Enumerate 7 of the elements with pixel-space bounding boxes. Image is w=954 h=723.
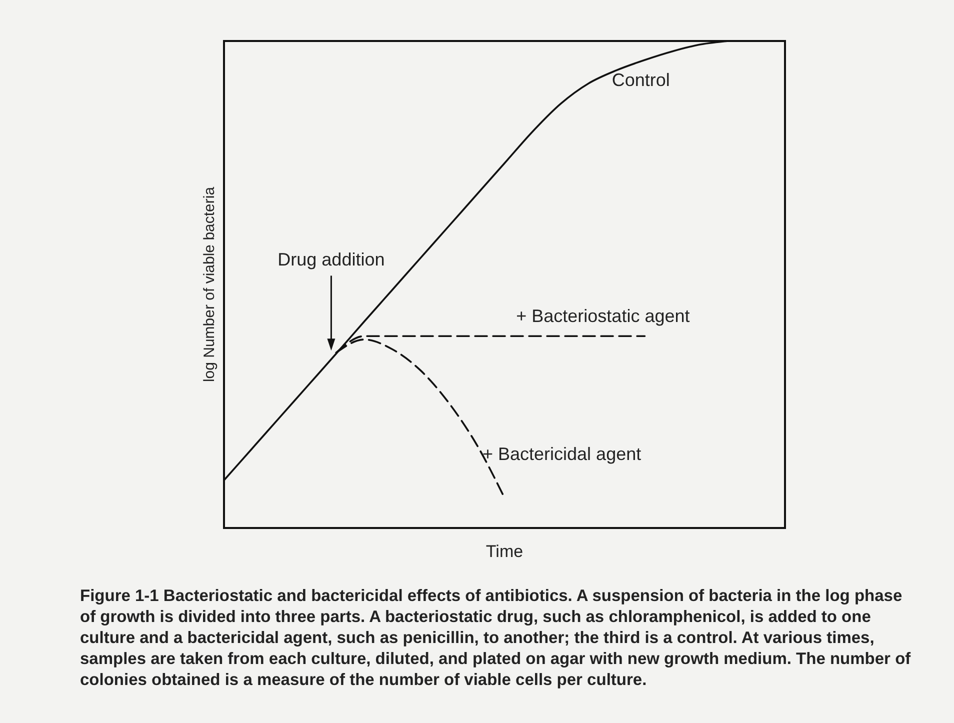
annotation: Drug addition <box>278 250 385 270</box>
x-axis-title: Time <box>486 542 524 561</box>
series-label: Control <box>612 70 670 90</box>
caption: Figure 1-1 Bacteriostatic and bactericidal effects of antibiotics. A suspension of bacteria in the log phase of growth is divided into three parts. A bacteriostatic drug, such as chloramphenicol, is added to one culture and a bactericidal agent, such as penicillin, to another; the third is a control. At various times, samples are taken from each culture, diluted, and plated on agar with new growth medium. The number of colonies obtained is a measure of the number of viable cells per culture. <box>80 586 912 691</box>
y-axis-title: log Number of viable bacteria <box>201 186 218 382</box>
series-label: + Bacteriostatic agent <box>516 306 690 326</box>
series-label: + Bactericidal agent <box>482 444 642 464</box>
